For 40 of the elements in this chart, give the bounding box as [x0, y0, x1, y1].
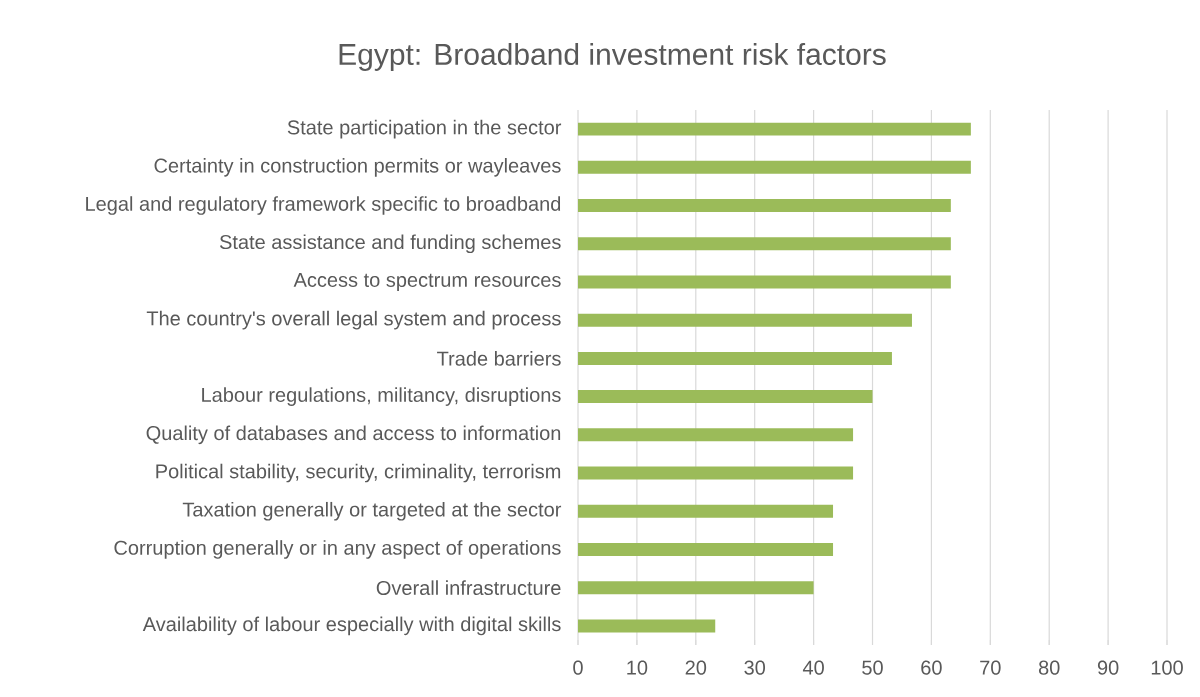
y-tick-label: Quality of databases and access to information	[146, 425, 561, 445]
x-tick-label: 100	[1151, 660, 1183, 675]
y-tick-label: The country's overall legal system and process	[146, 310, 561, 330]
bar	[578, 466, 854, 480]
bar	[578, 581, 814, 595]
x-tick-label: 10	[627, 660, 648, 675]
x-tick-label: 50	[862, 660, 883, 675]
bar	[578, 160, 971, 174]
chart-title: Egypt: Broadband investment risk factors	[339, 43, 886, 71]
bar	[578, 504, 834, 518]
bar	[578, 428, 854, 442]
y-tick-label: Trade barriers	[437, 351, 561, 366]
y-tick-label: State assistance and funding schemes	[219, 234, 561, 254]
bar	[578, 313, 912, 327]
x-tick-label: 60	[921, 660, 942, 675]
y-tick-label: Labour regulations, militancy, disruptions	[202, 387, 561, 406]
x-tick-label: 0	[573, 660, 583, 675]
y-tick-label: Taxation generally or targeted at the sector	[182, 501, 562, 521]
y-tick-label: Overall infrastructure	[376, 580, 561, 596]
bar	[578, 542, 834, 556]
bar	[578, 275, 951, 289]
x-tick-label: 80	[1038, 660, 1060, 675]
bar	[578, 122, 971, 136]
bar	[578, 199, 951, 213]
bar	[578, 619, 716, 633]
y-tick-label: Political stability, security, criminality, terrorism	[156, 463, 561, 483]
x-tick-label: 20	[685, 660, 707, 675]
x-tick-label: 70	[980, 660, 1001, 675]
y-tick-label: Availability of labour especially with digital skills	[142, 616, 561, 636]
y-tick-label: Corruption generally or in any aspect of operations	[114, 540, 561, 559]
y-tick-label: Access to spectrum resources	[293, 273, 561, 291]
bar	[578, 237, 951, 251]
x-tick-label: 40	[802, 660, 824, 675]
bar	[578, 351, 892, 365]
bar	[578, 390, 873, 404]
y-tick-label: State participation in the sector	[287, 119, 562, 139]
y-tick-label: Legal and regulatory framework specific to broadband	[86, 196, 561, 215]
y-tick-label: Certainty in construction permits or wayleaves	[154, 158, 561, 177]
x-tick-label: 30	[744, 660, 766, 675]
x-tick-label: 90	[1097, 660, 1119, 675]
